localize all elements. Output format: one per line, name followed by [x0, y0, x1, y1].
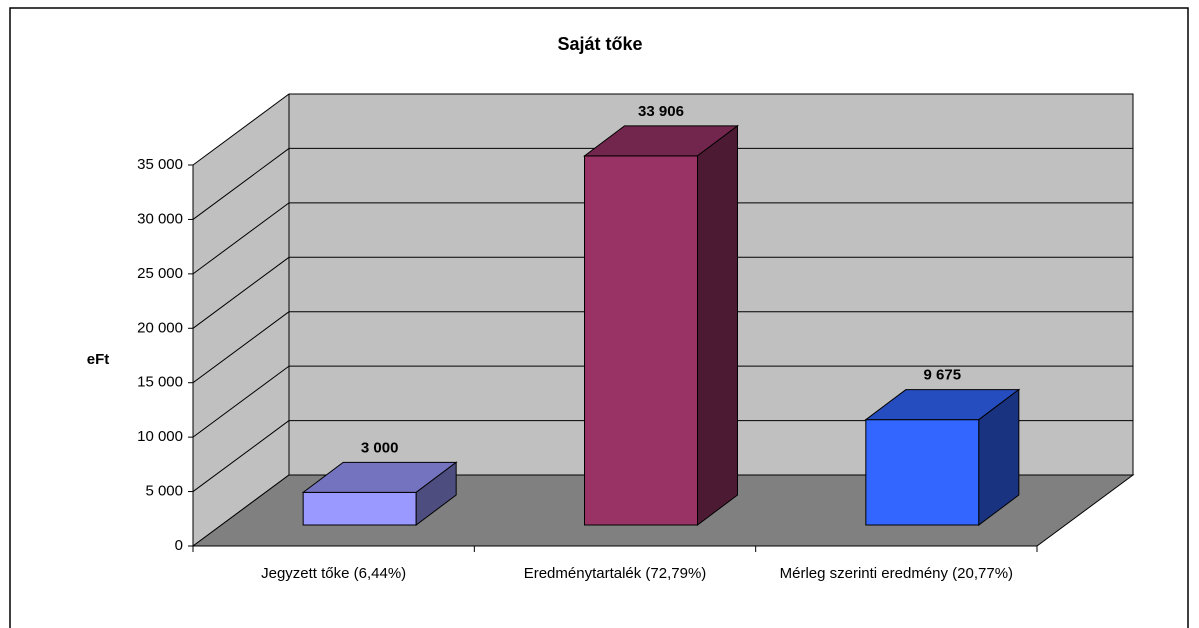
y-axis-label: eFt — [87, 351, 110, 368]
grid-line — [192, 311, 290, 384]
y-tick-label: 5 000 — [145, 483, 183, 500]
y-tick-label: 25 000 — [137, 265, 183, 282]
value-label: 9 675 — [924, 367, 962, 384]
y-tick-label: 30 000 — [137, 210, 183, 227]
x-tick-label: Eredménytartalék (72,79%) — [523, 565, 707, 582]
grid-line — [192, 256, 290, 329]
x-tick-label: Mérleg szerinti eredmény (20,77%) — [779, 565, 1014, 582]
y-tick-label: 35 000 — [137, 156, 183, 173]
y-tick-label: 0 — [175, 537, 183, 554]
y-tick-label: 15 000 — [137, 374, 183, 391]
x-tick-label: Jegyzett tőke (6,44%) — [261, 565, 407, 582]
grid-line — [192, 202, 290, 275]
chart-title: Saját tőke — [557, 34, 642, 54]
y-tick-label: 10 000 — [137, 428, 183, 445]
y-tick-label: 20 000 — [137, 319, 183, 336]
grid-line — [192, 365, 290, 438]
value-label: 3 000 — [361, 439, 399, 456]
bar — [865, 419, 980, 526]
bar-side — [697, 124, 738, 526]
value-label: 33 906 — [638, 103, 684, 120]
bar — [302, 491, 417, 526]
bar-side — [978, 388, 1020, 526]
grid-line — [192, 148, 290, 220]
bar-side — [415, 461, 457, 526]
grid-line — [192, 420, 290, 492]
bar — [584, 155, 698, 526]
